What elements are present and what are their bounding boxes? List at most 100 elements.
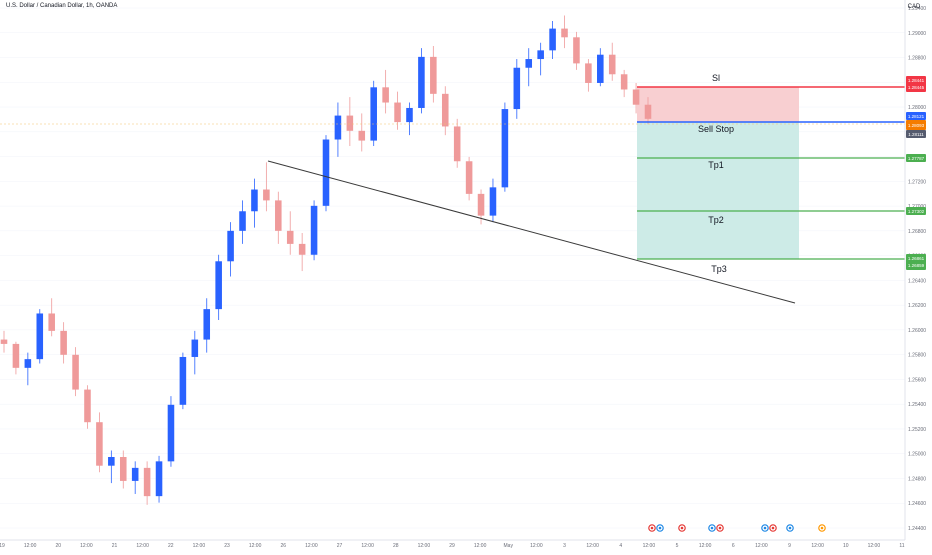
time-tick-label: 12:00 xyxy=(305,543,318,549)
price-tick-label: 1.26800 xyxy=(908,229,926,235)
time-tick-label: 12:00 xyxy=(868,543,881,549)
candle-body xyxy=(24,359,32,368)
candle-body xyxy=(251,189,258,212)
price-tick-label: 1.29000 xyxy=(908,31,926,37)
candle-body xyxy=(608,54,616,75)
time-tick-label: 20 xyxy=(55,543,61,549)
current-price-tag xyxy=(906,120,926,130)
axis-corner-label: CAD xyxy=(908,4,921,10)
time-tick-label: 4 xyxy=(619,543,622,549)
grid-layer xyxy=(0,7,905,529)
tp3-label: Tp3 xyxy=(711,264,727,274)
candle-body xyxy=(322,139,330,206)
time-tick-label: 10 xyxy=(843,543,849,549)
sl-price-tag-text: 1.28441 xyxy=(908,78,925,83)
price-tick-label: 1.28800 xyxy=(908,56,926,62)
time-tick-label: 23 xyxy=(224,543,230,549)
candle-body xyxy=(215,261,222,310)
time-tick-label: 21 xyxy=(112,543,118,549)
time-tick-label: 12:00 xyxy=(755,543,768,549)
time-tick-label: 12:00 xyxy=(474,543,487,549)
candle-body xyxy=(501,109,509,188)
candle-body xyxy=(239,211,246,231)
price-tick-label: 1.25200 xyxy=(908,427,926,433)
price-tick-label: 1.24400 xyxy=(908,526,926,532)
time-axis[interactable]: 19 12:00 20 12:00 21 12:00 22 12:00 23 12:00 26 12:… xyxy=(0,539,905,549)
sell-stop-price-tag xyxy=(906,112,926,120)
candle-body xyxy=(227,230,234,262)
candle-body xyxy=(108,456,115,466)
candle-body xyxy=(644,104,652,119)
candle-body xyxy=(12,343,20,368)
price-tick-label: 1.26400 xyxy=(908,278,926,284)
time-tick-label: 19 xyxy=(0,543,5,549)
candle-body xyxy=(346,115,354,131)
current-price-tag-text: 1.28093 xyxy=(908,123,925,128)
tp3-price-tag-text: 1.26861 xyxy=(908,256,925,261)
candle-body xyxy=(60,330,67,355)
candle-body xyxy=(286,230,294,244)
candle-body xyxy=(203,309,211,340)
tp1-price-tag-text: 1.27787 xyxy=(908,156,925,161)
sell-stop-label: Sell Stop xyxy=(698,124,734,134)
event-flag-dot xyxy=(788,526,792,530)
tp3-price-tag-text-2: 1.26859 xyxy=(908,263,925,268)
candles xyxy=(0,15,652,505)
price-tick-label: 1.29400 xyxy=(908,6,926,12)
time-tick-label: 6 xyxy=(732,543,735,549)
sl-label: Sl xyxy=(712,73,720,83)
time-tick-label: 22 xyxy=(168,543,174,549)
candle-body xyxy=(477,193,485,216)
trade-levels: Sl Sell Stop Tp1 Tp2 Tp3 xyxy=(0,73,905,274)
tp1-label: Tp1 xyxy=(708,160,724,170)
stop-loss-zone[interactable] xyxy=(637,87,799,122)
time-tick-label: 27 xyxy=(337,543,343,549)
event-flag-dot xyxy=(680,526,684,530)
candle-body xyxy=(143,467,151,497)
tp2-price-tag-text: 1.27302 xyxy=(908,209,925,214)
time-tick-label: 12:00 xyxy=(193,543,206,549)
price-tick-label: 1.28000 xyxy=(908,105,926,111)
time-tick-label: 12:00 xyxy=(80,543,93,549)
candle-body xyxy=(358,130,366,141)
time-tick-label: 9 xyxy=(788,543,791,549)
candle-body xyxy=(370,87,377,141)
trendline-layer xyxy=(267,160,796,304)
price-tick-label: 1.25400 xyxy=(908,402,926,408)
candle-body xyxy=(191,339,199,357)
candle-body xyxy=(513,67,521,110)
tp2-label: Tp2 xyxy=(708,215,724,225)
sl-price-tag xyxy=(906,76,926,92)
candle-body xyxy=(620,74,628,90)
time-tick-label: 26 xyxy=(280,543,286,549)
trendline[interactable] xyxy=(267,160,796,304)
sell-stop-price-tag-text-2: 1.28111 xyxy=(908,132,924,137)
event-flag-dot xyxy=(820,526,824,530)
candle-body xyxy=(394,102,401,123)
sell-stop-price-tag-2 xyxy=(906,130,926,138)
time-tick-label: 12:00 xyxy=(136,543,149,549)
price-tags: 1.28441 1.28445 1.28121 1.28093 1.28111 … xyxy=(906,76,926,270)
event-markers xyxy=(648,524,826,532)
candle-body xyxy=(84,389,91,423)
candle-body xyxy=(36,313,44,360)
candle-body xyxy=(275,200,282,231)
target-zone[interactable] xyxy=(637,122,799,259)
candle-body xyxy=(406,107,413,123)
time-tick-label: 12:00 xyxy=(418,543,431,549)
event-flag-dot xyxy=(710,526,714,530)
candle-body xyxy=(561,28,568,38)
event-flag-dot xyxy=(763,526,767,530)
candle-body xyxy=(430,56,437,94)
candle-body xyxy=(418,56,425,108)
price-tick-label: 1.25800 xyxy=(908,353,926,359)
price-tick-label: 1.26200 xyxy=(908,303,926,309)
time-tick-label: 12:00 xyxy=(530,543,543,549)
candle-body xyxy=(179,356,187,405)
tp2-price-tag xyxy=(906,207,926,215)
candle-body xyxy=(155,461,163,497)
candle-body xyxy=(119,456,127,481)
candle-body xyxy=(298,243,306,255)
